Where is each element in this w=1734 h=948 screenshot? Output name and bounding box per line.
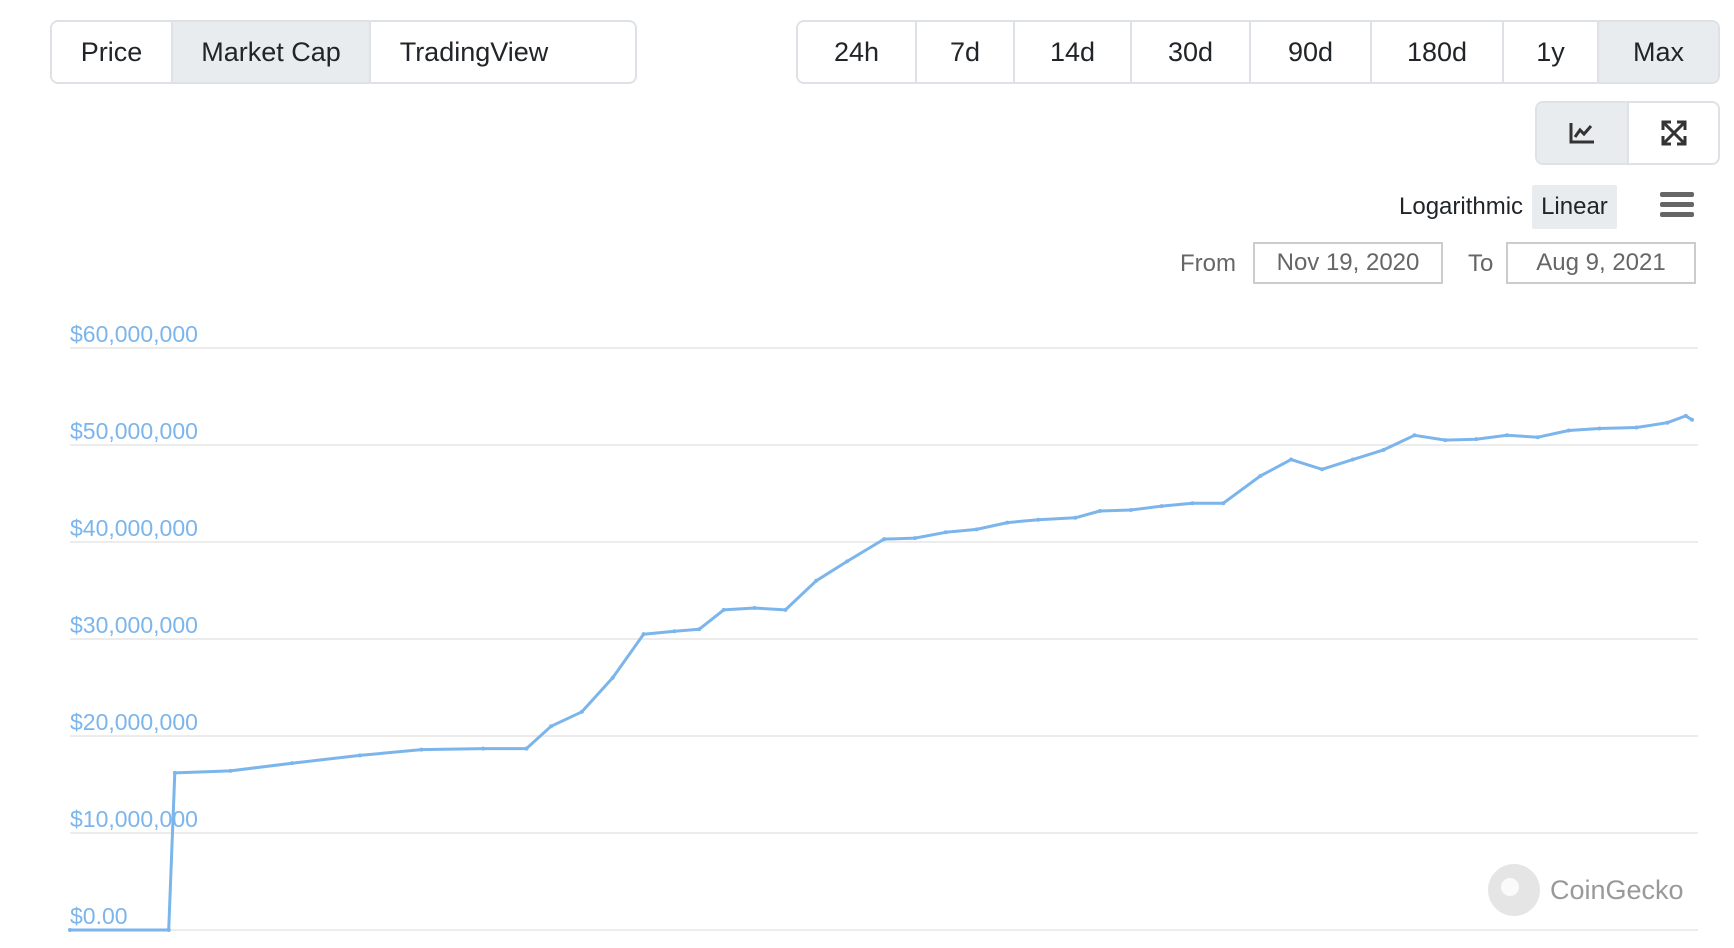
y-tick-label: $0.00 [70, 903, 128, 929]
to-date-input[interactable]: Aug 9, 2021 [1506, 242, 1696, 284]
range-180d-button[interactable]: 180d [1372, 22, 1504, 82]
data-point[interactable] [845, 559, 850, 564]
data-point[interactable] [579, 709, 584, 714]
data-point[interactable] [1005, 520, 1010, 525]
range-30d-button[interactable]: 30d [1132, 22, 1251, 82]
y-tick-label: $60,000,000 [70, 321, 198, 347]
range-24h-button[interactable]: 24h [798, 22, 917, 82]
range-7d-button[interactable]: 7d [917, 22, 1015, 82]
hamburger-menu-icon[interactable] [1660, 192, 1694, 218]
chart-type-tabs: Price Market Cap TradingView [50, 20, 637, 84]
data-point[interactable] [419, 747, 424, 752]
data-point[interactable] [943, 530, 948, 535]
y-tick-label: $30,000,000 [70, 612, 198, 638]
data-point[interactable] [974, 527, 979, 532]
data-point[interactable] [1634, 425, 1639, 430]
data-point[interactable] [1319, 467, 1324, 472]
data-point[interactable] [882, 537, 887, 542]
data-point[interactable] [783, 607, 788, 612]
data-point[interactable] [1258, 474, 1263, 479]
data-point[interactable] [1535, 435, 1540, 440]
range-90d-button[interactable]: 90d [1251, 22, 1372, 82]
data-point[interactable] [549, 724, 554, 729]
data-point[interactable] [1036, 517, 1041, 522]
data-point[interactable] [1690, 417, 1694, 422]
gecko-logo-icon [1488, 864, 1540, 916]
data-point[interactable] [1665, 420, 1670, 425]
time-range-tabs: 24h 7d 14d 30d 90d 180d 1y Max [796, 20, 1720, 84]
data-point[interactable] [524, 746, 529, 751]
range-14d-button[interactable]: 14d [1015, 22, 1132, 82]
data-point[interactable] [814, 578, 819, 583]
line-chart-icon [1569, 123, 1594, 144]
market-cap-chart[interactable]: $0.00 $10,000,000 $20,000,000 $30,000,000 $4… [0, 300, 1734, 940]
data-point[interactable] [697, 627, 702, 632]
from-label: From [1180, 250, 1236, 277]
data-point[interactable] [641, 632, 646, 637]
data-point[interactable] [1597, 426, 1602, 431]
fullscreen-button[interactable] [1629, 103, 1718, 163]
data-point[interactable] [1504, 433, 1509, 438]
chart-view-tabs [1535, 101, 1720, 165]
data-point[interactable] [481, 746, 486, 751]
data-point[interactable] [172, 770, 177, 775]
data-point[interactable] [1566, 428, 1571, 433]
data-point[interactable] [290, 761, 295, 766]
from-date-input[interactable]: Nov 19, 2020 [1253, 242, 1443, 284]
data-point[interactable] [672, 629, 677, 634]
market-cap-line[interactable] [70, 414, 1693, 932]
data-point[interactable] [228, 768, 233, 773]
data-point[interactable] [1412, 433, 1417, 438]
scale-linear-button[interactable]: Linear [1532, 185, 1617, 229]
scale-toggle: Logarithmic Linear [1390, 183, 1617, 231]
data-point[interactable] [721, 607, 726, 612]
watermark-text: CoinGecko [1550, 874, 1684, 905]
data-point[interactable] [1474, 437, 1479, 442]
tab-market-cap[interactable]: Market Cap [173, 22, 371, 82]
data-point[interactable] [357, 753, 362, 758]
data-point[interactable] [1190, 501, 1195, 506]
data-point[interactable] [610, 675, 615, 680]
data-point[interactable] [912, 536, 917, 541]
data-point[interactable] [68, 928, 72, 932]
range-max-button[interactable]: Max [1599, 22, 1718, 82]
y-tick-label: $40,000,000 [70, 515, 198, 541]
data-point[interactable] [1097, 508, 1102, 513]
data-point[interactable] [1128, 507, 1133, 512]
data-point[interactable] [752, 605, 757, 610]
data-point[interactable] [1381, 447, 1386, 452]
tab-tradingview[interactable]: TradingView [399, 36, 549, 67]
y-tick-label: $50,000,000 [70, 418, 198, 444]
line-chart-button[interactable] [1537, 103, 1629, 163]
y-tick-label: $10,000,000 [70, 806, 198, 832]
data-point[interactable] [1443, 438, 1448, 443]
data-point[interactable] [1073, 515, 1078, 520]
data-point[interactable] [1221, 501, 1226, 506]
y-tick-label: $20,000,000 [70, 709, 198, 735]
coingecko-watermark: CoinGecko [1488, 864, 1684, 916]
data-point[interactable] [1350, 457, 1355, 462]
data-point[interactable] [1683, 413, 1688, 418]
tab-price[interactable]: Price [52, 22, 173, 82]
data-point[interactable] [1289, 457, 1294, 462]
data-point[interactable] [166, 928, 171, 932]
to-label: To [1468, 250, 1494, 277]
expand-icon [1661, 120, 1686, 146]
data-point[interactable] [1159, 504, 1164, 509]
range-1y-button[interactable]: 1y [1504, 22, 1599, 82]
scale-logarithmic-button[interactable]: Logarithmic [1399, 193, 1524, 220]
